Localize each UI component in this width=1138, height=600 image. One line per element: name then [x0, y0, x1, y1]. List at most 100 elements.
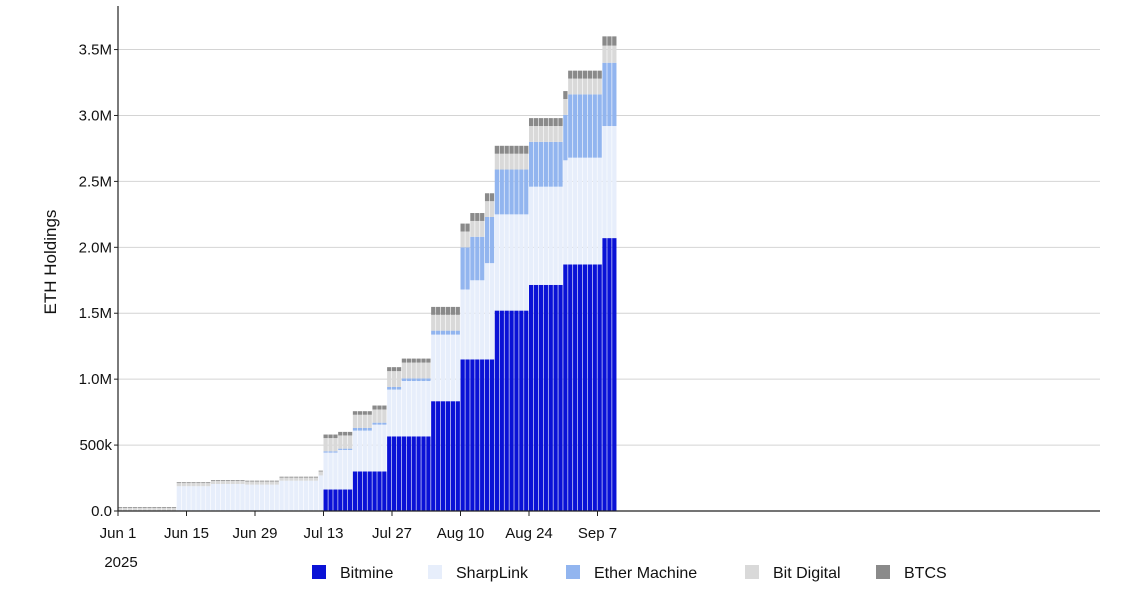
bar-bit-digital — [147, 507, 152, 511]
bar-bit-digital — [529, 126, 534, 142]
bar-ether-machine — [450, 330, 455, 335]
bar-sharplink — [308, 480, 314, 511]
bar-btcs — [137, 507, 142, 508]
bar-sharplink — [450, 334, 455, 402]
bar-ether-machine — [387, 386, 392, 390]
bar-bit-digital — [357, 414, 363, 428]
bar-sharplink — [553, 186, 558, 285]
bar-btcs — [524, 145, 529, 154]
bar-bitmine — [553, 284, 558, 511]
bar-sharplink — [455, 334, 460, 402]
legend-label: Bitmine — [340, 565, 393, 582]
bar-btcs — [235, 480, 240, 481]
bar-btcs — [367, 411, 372, 415]
bar-btcs — [118, 507, 123, 508]
bar-bitmine — [421, 436, 426, 511]
bar-btcs — [186, 482, 191, 484]
bar-bit-digital — [171, 507, 177, 511]
x-tick-label: Aug 10 — [437, 525, 485, 542]
bar-btcs — [426, 358, 431, 363]
bar-bitmine — [480, 359, 485, 511]
bar-sharplink — [514, 214, 519, 311]
bar-btcs — [191, 482, 196, 484]
bar-ether-machine — [543, 141, 548, 187]
bar-sharplink — [421, 381, 426, 437]
bar-sharplink — [201, 486, 206, 511]
bar-bit-digital — [426, 362, 431, 379]
bar-sharplink — [582, 157, 588, 265]
bar-btcs — [563, 91, 568, 99]
legend-item-bit-digital: Bit Digital — [745, 565, 841, 582]
bar-sharplink — [460, 289, 465, 360]
bar-bit-digital — [465, 231, 470, 248]
bar-bit-digital — [382, 409, 387, 423]
bar-btcs — [592, 70, 597, 79]
x-tick-label: Jun 1 — [100, 525, 137, 542]
bar-bitmine — [440, 401, 446, 511]
bar-btcs — [440, 306, 446, 315]
bar-sharplink — [343, 449, 348, 490]
bar-ether-machine — [489, 216, 495, 264]
bar-bitmine — [338, 489, 343, 511]
bar-btcs — [347, 431, 353, 436]
bar-bit-digital — [548, 126, 553, 142]
bar-btcs — [509, 145, 514, 154]
y-tick-label: 3.0M — [79, 107, 112, 124]
bar-bit-digital — [176, 483, 181, 487]
bar-sharplink — [607, 126, 612, 239]
bar-sharplink — [548, 186, 553, 285]
bar-sharplink — [597, 157, 602, 265]
bar-bit-digital — [264, 481, 270, 485]
bar-btcs — [259, 480, 265, 482]
bar-bit-digital — [387, 371, 392, 387]
bar-ether-machine — [421, 378, 426, 382]
bar-ether-machine — [573, 94, 578, 158]
bar-btcs — [455, 306, 460, 315]
bar-sharplink — [396, 389, 402, 437]
bar-sharplink — [401, 381, 407, 437]
bar-btcs — [607, 36, 612, 46]
bar-sharplink — [519, 214, 524, 311]
bar-sharplink — [440, 334, 446, 402]
bar-bit-digital — [132, 507, 137, 511]
bar-ether-machine — [333, 451, 338, 453]
bar-btcs — [396, 367, 402, 372]
bar-bitmine — [362, 471, 367, 511]
bar-btcs — [484, 193, 490, 202]
bar-ether-machine — [426, 378, 431, 382]
bar-bitmine — [519, 310, 524, 511]
bar-btcs — [480, 213, 485, 221]
bar-bitmine — [357, 471, 363, 511]
bar-bit-digital — [279, 477, 284, 481]
bar-bit-digital — [573, 78, 578, 95]
bar-ether-machine — [411, 378, 416, 382]
bar-sharplink — [426, 381, 431, 437]
bar-bitmine — [455, 401, 460, 511]
bar-bit-digital — [602, 45, 607, 63]
bar-btcs — [587, 70, 592, 79]
bar-ether-machine — [431, 330, 436, 335]
bar-ether-machine — [323, 451, 328, 453]
bar-bit-digital — [587, 78, 592, 95]
bar-sharplink — [230, 483, 235, 511]
bar-btcs — [568, 70, 573, 79]
bar-bit-digital — [255, 481, 260, 485]
bar-sharplink — [255, 484, 260, 511]
bar-ether-machine — [519, 169, 524, 215]
bar-sharplink — [543, 186, 548, 285]
bar-btcs — [279, 476, 284, 478]
bar-bitmine — [504, 310, 509, 511]
bar-btcs — [470, 213, 475, 221]
bar-btcs — [416, 358, 421, 363]
bar-sharplink — [299, 480, 304, 511]
bar-sharplink — [338, 449, 343, 490]
bar-sharplink — [489, 263, 495, 360]
bar-sharplink — [274, 484, 279, 511]
bar-btcs — [220, 480, 226, 481]
bar-btcs — [308, 476, 314, 478]
bar-ether-machine — [538, 141, 544, 187]
bar-bitmine — [377, 471, 382, 511]
legend-item-ether-machine: Ether Machine — [566, 565, 697, 582]
bar-btcs — [436, 306, 441, 315]
